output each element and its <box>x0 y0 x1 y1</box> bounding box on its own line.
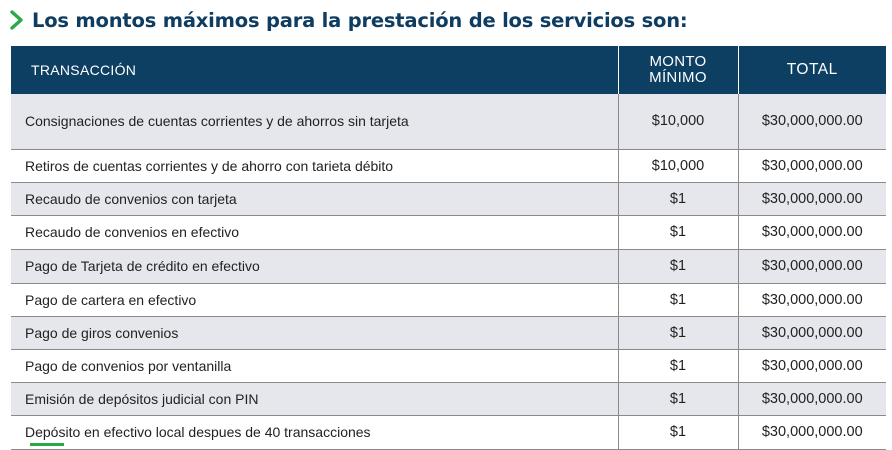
column-header-min-amount: MONTO MÍNIMO <box>618 46 739 94</box>
cell-transaction: Recaudo de convenios en efectivo <box>11 215 619 250</box>
cell-min-amount: $1 <box>618 349 739 383</box>
cell-min-amount: $1 <box>618 283 739 317</box>
cell-transaction: Pago de cartera en efectivo <box>11 283 619 317</box>
cell-transaction: Consignaciones de cuentas corrientes y d… <box>11 94 619 150</box>
table-row: Consignaciones de cuentas corrientes y d… <box>11 94 886 150</box>
cell-transaction: Pago de Tarjeta de crédito en efectivo <box>11 249 619 284</box>
cell-min-amount: $1 <box>618 382 739 416</box>
cell-transaction: Retiros de cuentas corrientes y de ahorr… <box>11 149 619 183</box>
cell-total: $30,000,000.00 <box>738 149 886 183</box>
cell-transaction: Depósito en efectivo local despues de 40… <box>11 415 619 450</box>
cell-total: $30,000,000.00 <box>738 349 886 383</box>
heading-title: Los montos máximos para la prestación de… <box>32 8 688 32</box>
column-header-min-line1: MONTO <box>649 53 707 70</box>
accent-bar <box>30 443 64 446</box>
table-header-row: TRANSACCIÓN MONTO MÍNIMO TOTAL <box>11 46 886 94</box>
cell-min-amount: $10,000 <box>618 94 739 150</box>
cell-transaction: Recaudo de convenios con tarjeta <box>11 182 619 216</box>
amounts-table: TRANSACCIÓN MONTO MÍNIMO TOTAL Consignac… <box>11 46 886 450</box>
cell-total: $30,000,000.00 <box>738 316 886 350</box>
chevron-right-icon <box>10 10 23 30</box>
table-row: Recaudo de convenios con tarjeta $1 $30,… <box>11 182 886 216</box>
cell-min-amount: $1 <box>618 415 739 450</box>
cell-min-amount: $1 <box>618 182 739 216</box>
cell-total: $30,000,000.00 <box>738 382 886 416</box>
cell-min-amount: $1 <box>618 215 739 250</box>
cell-total: $30,000,000.00 <box>738 182 886 216</box>
column-header-transaction: TRANSACCIÓN <box>11 46 619 94</box>
column-header-total: TOTAL <box>738 46 886 94</box>
cell-transaction: Pago de convenios por ventanilla <box>11 349 619 383</box>
cell-min-amount: $1 <box>618 316 739 350</box>
cell-total: $30,000,000.00 <box>738 415 886 450</box>
table-row: Pago de Tarjeta de crédito en efectivo $… <box>11 249 886 284</box>
cell-min-amount: $1 <box>618 249 739 284</box>
cell-total: $30,000,000.00 <box>738 94 886 150</box>
table-row: Recaudo de convenios en efectivo $1 $30,… <box>11 215 886 250</box>
cell-transaction: Emisión de depósitos judicial con PIN <box>11 382 619 416</box>
table-row: Pago de giros convenios $1 $30,000,000.0… <box>11 316 886 350</box>
table-row: Depósito en efectivo local despues de 40… <box>11 415 886 450</box>
table-row: Emisión de depósitos judicial con PIN $1… <box>11 382 886 416</box>
cell-total: $30,000,000.00 <box>738 215 886 250</box>
cell-transaction: Pago de giros convenios <box>11 316 619 350</box>
section-heading: Los montos máximos para la prestación de… <box>0 0 892 40</box>
table-row: Retiros de cuentas corrientes y de ahorr… <box>11 149 886 183</box>
table-row: Pago de convenios por ventanilla $1 $30,… <box>11 349 886 383</box>
cell-min-amount: $10,000 <box>618 149 739 183</box>
table-row: Pago de cartera en efectivo $1 $30,000,0… <box>11 283 886 317</box>
cell-total: $30,000,000.00 <box>738 283 886 317</box>
cell-total: $30,000,000.00 <box>738 249 886 284</box>
column-header-min-line2: MÍNIMO <box>649 69 707 86</box>
